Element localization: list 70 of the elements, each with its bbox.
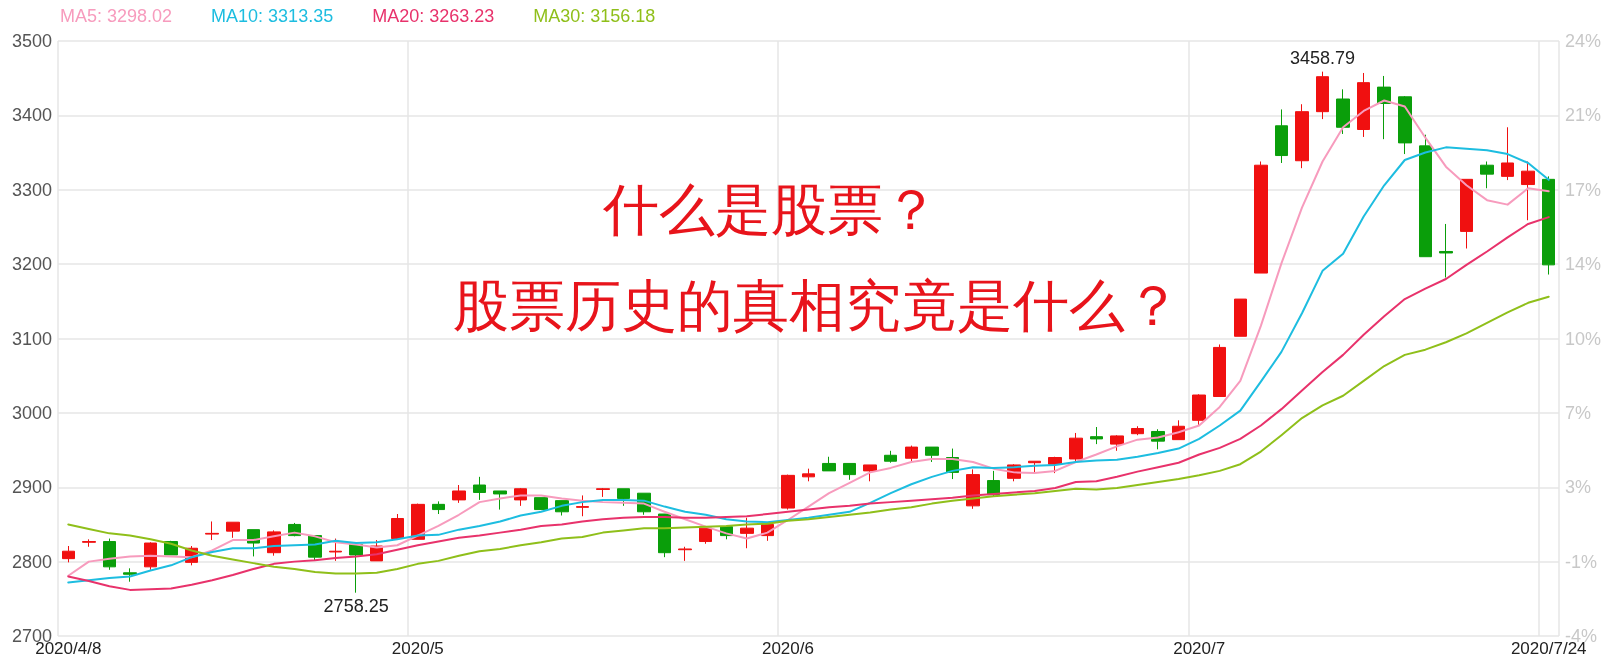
y-tick-label: 2900 <box>11 477 52 498</box>
candlestick <box>1439 223 1453 279</box>
candlestick <box>1090 426 1103 445</box>
y-tick-label: 3500 <box>11 31 52 51</box>
candlestick <box>925 446 939 463</box>
candlestick <box>1192 393 1206 426</box>
candlestick <box>1501 126 1514 181</box>
candlestick <box>1357 72 1370 138</box>
candlestick <box>1110 434 1124 452</box>
candlestick <box>82 538 96 548</box>
candlestick <box>576 494 589 517</box>
candlestick <box>534 497 548 511</box>
candlestick <box>1480 160 1494 189</box>
candlestick <box>205 520 219 541</box>
candlestick <box>144 541 157 571</box>
candlestick <box>1213 343 1226 398</box>
candlestick <box>1419 134 1432 258</box>
candlestick <box>1398 95 1412 155</box>
candlestick <box>1028 460 1041 473</box>
candlestick <box>884 450 897 464</box>
candlestick <box>617 488 630 507</box>
candlestick <box>1131 425 1144 436</box>
candlestick <box>493 490 507 511</box>
candlestick <box>432 500 445 515</box>
candlestick <box>1275 108 1288 164</box>
text: 什么是股票？ <box>602 176 939 242</box>
candlestick <box>452 484 466 504</box>
candlestick <box>822 456 836 472</box>
annotation: 2758.25 <box>323 596 389 617</box>
candlestick <box>905 445 918 464</box>
candlestick <box>1069 432 1083 462</box>
candlestick <box>843 462 856 481</box>
x-tick-label: 2020/7 <box>1173 639 1226 658</box>
candlestick <box>1542 175 1555 276</box>
candlestick <box>391 513 404 540</box>
candlestick <box>1460 178 1473 250</box>
candlestick <box>1316 71 1329 120</box>
candlestick <box>62 545 75 563</box>
y-tick-label: 3200 <box>11 254 52 275</box>
text: MA10: 3313.35 <box>211 6 334 26</box>
candlestick <box>863 464 877 482</box>
candlestick <box>1336 88 1350 135</box>
candlestick <box>802 468 815 482</box>
candlestick <box>329 538 342 562</box>
text: 股票历史的真相究竟是什么？ <box>453 272 1181 338</box>
candlestick <box>411 503 425 540</box>
candlestick <box>473 476 486 501</box>
text: MA5: 3298.02 <box>60 6 173 26</box>
candlestick <box>596 487 610 498</box>
candlestick <box>1254 160 1268 274</box>
candlestick <box>1295 103 1309 169</box>
candlestick <box>699 527 712 545</box>
annotation: 3458.79 <box>1290 48 1356 69</box>
candlestick <box>123 567 137 583</box>
y-tick-label: 3000 <box>11 402 52 423</box>
text: MA20: 3263.23 <box>372 6 495 26</box>
candlestick <box>1234 298 1247 337</box>
candlestick <box>226 521 240 539</box>
candlestick <box>781 474 795 511</box>
y-tick-label: 3400 <box>11 105 52 126</box>
y-tick-label: 3300 <box>11 179 52 200</box>
candlestick <box>103 538 116 571</box>
candlestick <box>1521 160 1535 221</box>
candlestick <box>740 517 754 549</box>
y-tick-label: 3100 <box>11 328 52 349</box>
x-tick-label: 2020/5 <box>391 639 444 658</box>
text: MA30: 3156.18 <box>533 6 656 26</box>
y-tick-label: 2800 <box>11 551 52 572</box>
x-tick-label: 2020/6 <box>761 639 814 658</box>
candlestick <box>678 546 692 562</box>
